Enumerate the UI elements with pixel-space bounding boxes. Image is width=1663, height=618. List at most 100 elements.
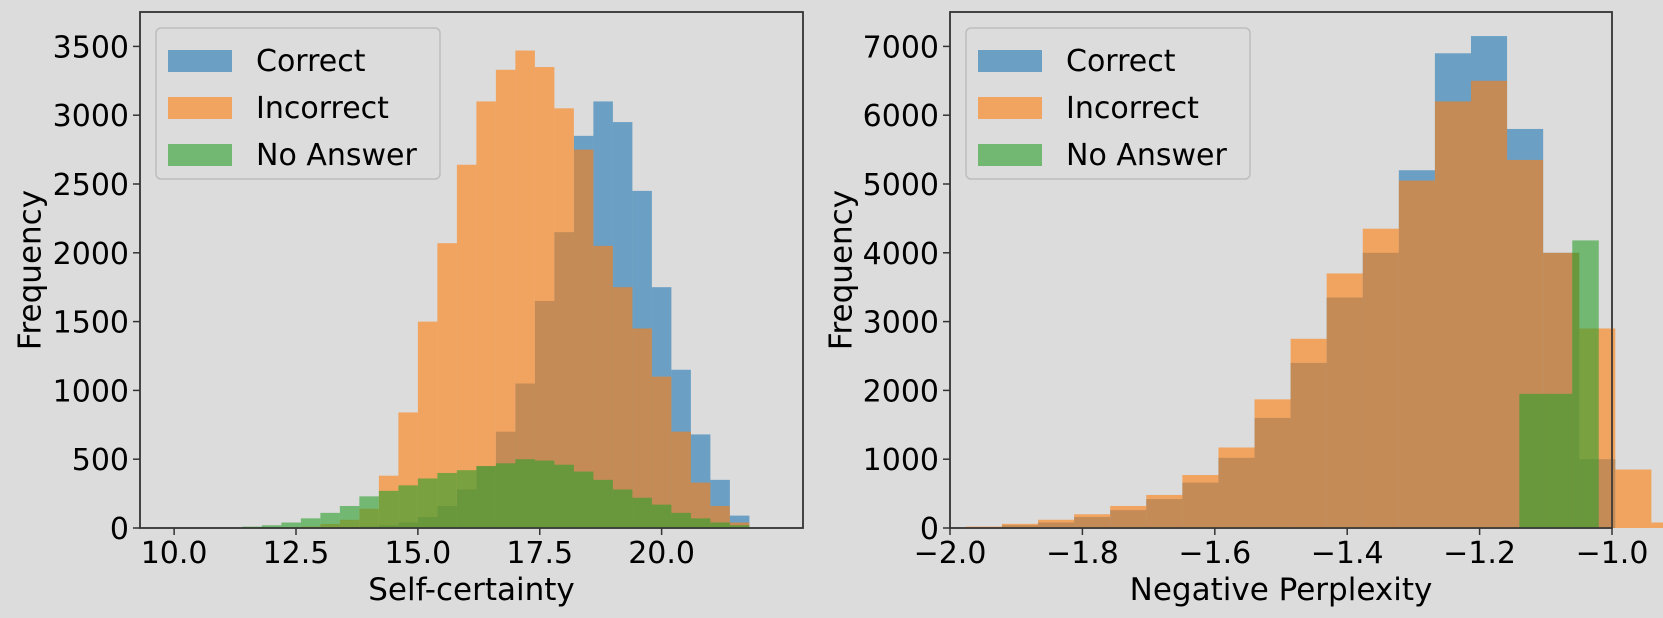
right-y-tick-label: 5000 (863, 168, 939, 203)
right-bar-incorrect (1110, 505, 1147, 528)
right-x-tick-label: −1.0 (1576, 536, 1649, 571)
right-y-tick-label: 2000 (863, 374, 939, 409)
left-bar-no-answer (437, 472, 457, 528)
left-bar-no-answer (495, 463, 516, 528)
right-x-axis-label: Negative Perplexity (1130, 572, 1433, 608)
right-bar-incorrect (1615, 469, 1652, 528)
left-histogram-bars (242, 50, 750, 529)
left-bar-no-answer (476, 466, 496, 528)
left-bar-incorrect (690, 482, 711, 528)
right-x-tick-label: −1.4 (1311, 536, 1384, 571)
left-x-tick-label: 17.5 (506, 536, 573, 571)
left-bar-incorrect (437, 243, 457, 529)
left-bar-no-answer (281, 522, 301, 528)
left-x-tick-label: 20.0 (628, 536, 695, 571)
right-y-tick-label: 7000 (863, 30, 939, 65)
right-legend: Correct Incorrect No Answer (965, 27, 1251, 180)
right-bar-no-answer (1572, 240, 1599, 529)
left-bar-no-answer (417, 478, 438, 528)
right-legend-label-incorrect: Incorrect (1066, 91, 1199, 126)
left-bar-no-answer (651, 504, 672, 528)
left-x-ticks: 10.0 12.5 15.0 17.5 20.0 (141, 528, 695, 571)
right-y-tick-label: 4000 (863, 237, 939, 272)
left-legend-swatch-no-answer (168, 144, 232, 166)
left-bar-incorrect (612, 287, 633, 528)
left-plot-frame (139, 11, 804, 529)
left-bar-no-answer (515, 459, 535, 528)
left-y-tick-label: 0 (110, 512, 129, 547)
left-y-tick-label: 500 (72, 443, 129, 478)
left-y-tick-label: 2500 (53, 168, 129, 203)
left-bar-no-answer (456, 470, 477, 528)
right-bar-incorrect (1074, 514, 1111, 528)
right-bar-incorrect (1146, 494, 1183, 528)
left-legend-label-no-answer: No Answer (256, 138, 417, 173)
left-bar-no-answer (554, 464, 574, 528)
right-x-tick-label: −1.2 (1443, 536, 1516, 571)
left-bar-no-answer (573, 471, 594, 528)
left-bar-incorrect (554, 108, 574, 528)
right-bar-incorrect (1326, 273, 1363, 528)
left-bar-incorrect (632, 328, 652, 528)
right-legend-swatch-correct (978, 50, 1042, 72)
right-y-axis-label: Frequency (824, 190, 860, 350)
left-bar-no-answer (729, 525, 750, 528)
right-x-tick-label: −1.8 (1046, 536, 1119, 571)
right-bar-incorrect (1651, 522, 1663, 528)
right-plot-frame (949, 11, 1613, 529)
right-bar-no-answer (1545, 393, 1573, 528)
left-bar-incorrect (534, 67, 555, 528)
left-bar-incorrect (456, 164, 477, 529)
right-x-tick-label: −2.0 (914, 536, 987, 571)
right-legend-swatch-no-answer (978, 144, 1042, 166)
left-bar-incorrect (495, 69, 516, 528)
left-bar-no-answer (359, 496, 379, 528)
left-bar-no-answer (632, 497, 652, 528)
left-bar-incorrect (710, 505, 730, 528)
right-histogram-panel: −2.0 −1.8 −1.6 −1.4 −1.2 −1.0 0 1000 2000 3000 40… (824, 11, 1663, 608)
right-bar-incorrect (1182, 475, 1219, 528)
right-bar-incorrect (1001, 523, 1039, 528)
right-y-tick-label: 6000 (863, 99, 939, 134)
right-y-tick-label: 3000 (863, 306, 939, 341)
right-bar-incorrect (1398, 180, 1435, 528)
left-legend: Correct Incorrect No Answer (155, 27, 441, 180)
right-bar-incorrect (1290, 338, 1327, 528)
left-x-axis-label: Self-certainty (368, 572, 575, 608)
left-bar-incorrect (593, 245, 613, 529)
left-legend-swatch-correct (168, 50, 232, 72)
left-y-tick-label: 1000 (53, 374, 129, 409)
right-legend-label-no-answer: No Answer (1066, 138, 1227, 173)
right-bar-incorrect (1038, 519, 1075, 528)
right-x-ticks: −2.0 −1.8 −1.6 −1.4 −1.2 −1.0 (914, 528, 1649, 571)
right-y-tick-label: 0 (920, 512, 939, 547)
right-bar-no-answer (1519, 393, 1546, 528)
left-bar-incorrect (651, 376, 672, 528)
right-x-tick-label: −1.6 (1178, 536, 1251, 571)
left-bar-no-answer (339, 505, 360, 528)
right-bar-incorrect (1434, 101, 1471, 528)
left-x-tick-label: 12.5 (263, 536, 330, 571)
left-bar-no-answer (690, 518, 711, 528)
left-bar-no-answer (398, 485, 418, 528)
right-y-ticks: 0 1000 2000 3000 4000 5000 6000 7000 (863, 30, 950, 547)
left-y-tick-label: 3000 (53, 99, 129, 134)
left-y-ticks: 0 500 1000 1500 2000 2500 3000 3500 (53, 30, 140, 547)
left-bar-no-answer (320, 512, 340, 528)
left-bar-no-answer (378, 490, 399, 528)
left-bar-no-answer (300, 518, 321, 528)
right-bar-incorrect (1470, 80, 1508, 529)
left-legend-label-correct: Correct (256, 44, 366, 79)
left-y-axis-label: Frequency (13, 190, 49, 350)
left-y-tick-label: 2000 (53, 237, 129, 272)
right-histogram-bars (965, 36, 1663, 529)
left-bar-incorrect (417, 321, 438, 528)
left-bar-no-answer (261, 525, 282, 528)
left-bar-incorrect (671, 431, 691, 528)
left-bar-no-answer (612, 489, 633, 528)
left-y-tick-label: 3500 (53, 30, 129, 65)
left-x-tick-label: 15.0 (384, 536, 451, 571)
right-y-tick-label: 1000 (863, 443, 939, 478)
right-bar-incorrect (1362, 228, 1399, 528)
